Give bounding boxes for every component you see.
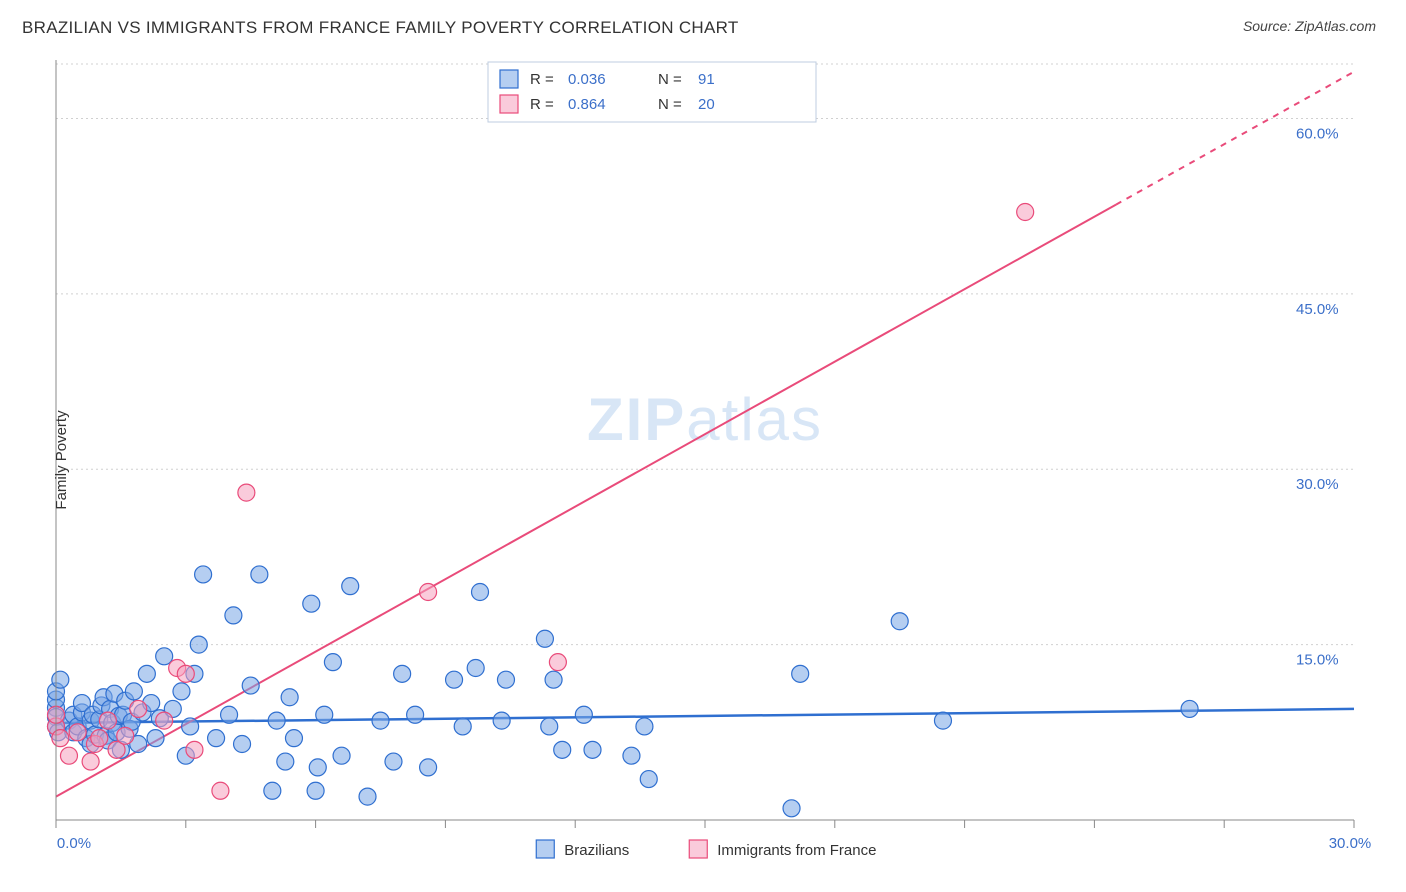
- data-point: [407, 706, 424, 723]
- watermark: ZIPatlas: [587, 386, 823, 453]
- data-point: [497, 671, 514, 688]
- y-tick-label: 30.0%: [1296, 476, 1339, 493]
- data-point: [584, 741, 601, 758]
- data-point: [493, 712, 510, 729]
- data-point: [575, 706, 592, 723]
- data-point: [792, 665, 809, 682]
- legend-n-value: 91: [698, 71, 715, 88]
- legend-n-label: N =: [658, 71, 682, 88]
- legend-r-value: 0.036: [568, 71, 606, 88]
- data-point: [177, 665, 194, 682]
- x-tick-label: 0.0%: [57, 835, 91, 852]
- data-point: [221, 706, 238, 723]
- data-point: [281, 689, 298, 706]
- trendline: [56, 709, 1354, 723]
- data-point: [394, 665, 411, 682]
- y-axis-label: Family Poverty: [53, 410, 70, 509]
- legend-series-label: Brazilians: [564, 842, 629, 859]
- data-point: [549, 654, 566, 671]
- data-point: [316, 706, 333, 723]
- data-point: [138, 665, 155, 682]
- data-point: [99, 712, 116, 729]
- legend-n-label: N =: [658, 96, 682, 113]
- legend-r-label: R =: [530, 96, 554, 113]
- source-label: Source: ZipAtlas.com: [1243, 18, 1376, 34]
- data-point: [636, 718, 653, 735]
- data-point: [545, 671, 562, 688]
- data-point: [640, 771, 657, 788]
- data-point: [934, 712, 951, 729]
- data-point: [472, 584, 489, 601]
- data-point: [420, 584, 437, 601]
- data-point: [1017, 204, 1034, 221]
- data-point: [420, 759, 437, 776]
- data-point: [324, 654, 341, 671]
- chart-title: BRAZILIAN VS IMMIGRANTS FROM FRANCE FAMI…: [22, 18, 739, 38]
- data-point: [156, 712, 173, 729]
- chart-container: Family Poverty ZIPatlas 0.0% 30.0% 15.0% 30.…: [22, 50, 1384, 870]
- legend-r-value: 0.864: [568, 96, 606, 113]
- data-point: [225, 607, 242, 624]
- data-point: [186, 741, 203, 758]
- data-point: [195, 566, 212, 583]
- legend-swatch: [500, 70, 518, 88]
- data-point: [536, 630, 553, 647]
- y-tick-label: 45.0%: [1296, 301, 1339, 318]
- legend-swatch: [689, 840, 707, 858]
- data-point: [130, 700, 147, 717]
- legend-swatch: [536, 840, 554, 858]
- data-point: [117, 727, 134, 744]
- x-tick-label: 30.0%: [1329, 835, 1372, 852]
- data-point: [342, 578, 359, 595]
- data-point: [285, 730, 302, 747]
- data-point: [303, 595, 320, 612]
- scatter-chart: ZIPatlas 0.0% 30.0% 15.0% 30.0% 45.0% 60.0% R =…: [22, 50, 1384, 890]
- data-point: [82, 753, 99, 770]
- data-point: [307, 782, 324, 799]
- data-point: [309, 759, 326, 776]
- data-point: [52, 671, 69, 688]
- data-point: [277, 753, 294, 770]
- data-point: [623, 747, 640, 764]
- data-point: [60, 747, 77, 764]
- data-point: [554, 741, 571, 758]
- data-point: [891, 613, 908, 630]
- legend-n-value: 20: [698, 96, 715, 113]
- data-point: [251, 566, 268, 583]
- data-point: [783, 800, 800, 817]
- data-point: [208, 730, 225, 747]
- data-point: [264, 782, 281, 799]
- legend-series-label: Immigrants from France: [717, 842, 876, 859]
- y-tick-label: 15.0%: [1296, 652, 1339, 669]
- data-point: [359, 788, 376, 805]
- data-point: [541, 718, 558, 735]
- data-point: [190, 636, 207, 653]
- legend-r-label: R =: [530, 71, 554, 88]
- data-point: [125, 683, 142, 700]
- data-point: [52, 730, 69, 747]
- data-point: [333, 747, 350, 764]
- data-point: [69, 724, 86, 741]
- data-point: [212, 782, 229, 799]
- data-point: [234, 736, 251, 753]
- data-point: [454, 718, 471, 735]
- data-point: [182, 718, 199, 735]
- data-point: [385, 753, 402, 770]
- data-point: [446, 671, 463, 688]
- data-point: [91, 730, 108, 747]
- data-point: [173, 683, 190, 700]
- data-point: [268, 712, 285, 729]
- data-point: [372, 712, 389, 729]
- data-point: [242, 677, 259, 694]
- data-point: [238, 484, 255, 501]
- data-point: [467, 660, 484, 677]
- data-point: [1181, 700, 1198, 717]
- y-tick-label: 60.0%: [1296, 125, 1339, 142]
- data-point: [147, 730, 164, 747]
- legend-swatch: [500, 95, 518, 113]
